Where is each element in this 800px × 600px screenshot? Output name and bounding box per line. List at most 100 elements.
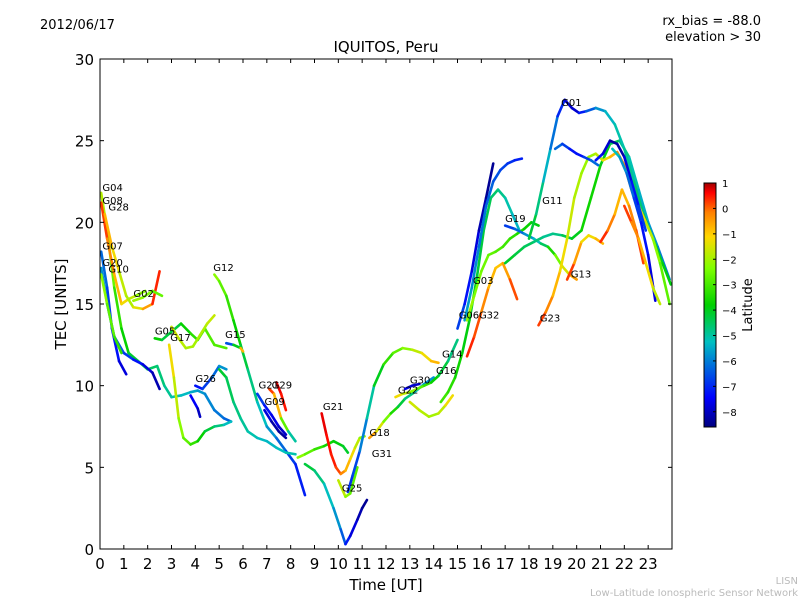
satellite-label: G25 [342, 483, 362, 494]
series-segment [534, 180, 545, 216]
series-segment [346, 474, 354, 494]
series-segment [246, 430, 259, 440]
series-segment [339, 528, 347, 546]
series-segment [286, 430, 297, 443]
satellite-label: G01 [561, 98, 581, 109]
series-segment [472, 270, 483, 298]
series-segment [263, 408, 273, 423]
series-segment [420, 351, 433, 363]
series-segment [217, 364, 228, 371]
series-segment [189, 394, 200, 410]
series-segment [313, 469, 326, 485]
satellite-label: G13 [571, 270, 591, 281]
series-G15b [217, 368, 297, 456]
series-segment [410, 382, 421, 387]
colorbar-tick-label: 1 [722, 179, 728, 190]
x-tick-label: 1 [119, 555, 129, 573]
plot-frame [99, 58, 673, 550]
series-G17b [170, 314, 216, 350]
series-segment [382, 351, 395, 366]
series-G14 [439, 188, 521, 404]
y-tick-label: 5 [84, 459, 94, 477]
series-G25b [337, 466, 359, 499]
series-segment [480, 253, 490, 273]
series-segment [203, 392, 216, 412]
series-segment [599, 229, 609, 244]
series-segment [337, 479, 347, 499]
x-tick-label: 19 [543, 555, 562, 573]
series-segment [232, 319, 242, 347]
x-tick-label: 23 [639, 555, 658, 573]
series-segment [561, 265, 571, 276]
series-segment [556, 98, 567, 118]
series-segment [160, 330, 173, 342]
series-segment [611, 147, 621, 159]
x-tick-label: 20 [567, 555, 586, 573]
series-segment [477, 196, 488, 232]
series-segment [132, 358, 145, 366]
series-segment [105, 237, 116, 276]
series-segment [303, 462, 316, 472]
x-tick-label: 4 [191, 555, 201, 573]
series-segment [358, 417, 369, 453]
series-segment [141, 289, 154, 299]
colorbar-tick-label: −1 [722, 230, 737, 241]
series-segment [341, 444, 350, 454]
series-segment [332, 506, 343, 531]
satellite-label: G12 [213, 263, 233, 274]
satellite-label: G19 [505, 214, 525, 225]
series-segment [453, 351, 464, 379]
x-tick-label: 6 [238, 555, 248, 573]
series-segment [623, 155, 633, 183]
series-segment [575, 152, 586, 159]
series-G18 [296, 439, 350, 459]
series-segment [356, 506, 364, 521]
colorbar-tick-label: −8 [722, 408, 737, 419]
series-segment [551, 232, 564, 237]
series-segment [320, 412, 328, 436]
series-segment [277, 430, 288, 440]
series-G12 [213, 273, 307, 497]
series-segment [170, 325, 180, 340]
series-segment [582, 155, 593, 162]
x-tick-label: 13 [400, 555, 419, 573]
series-G21 [255, 392, 288, 436]
series-G03 [465, 221, 540, 322]
series-segment [134, 289, 147, 298]
x-tick-label: 12 [376, 555, 395, 573]
series-G06 [456, 162, 495, 330]
series-G29b [275, 381, 288, 412]
satellite-label: G10 [108, 265, 128, 276]
series-segment [113, 273, 123, 306]
series-segment [213, 343, 228, 350]
x-tick-label: 11 [353, 555, 372, 573]
x-tick-label: 2 [143, 555, 153, 573]
satellite-label: G09 [264, 397, 284, 408]
series-segment [644, 221, 655, 240]
series-G15 [225, 341, 245, 353]
series-G11b [594, 139, 648, 232]
series-segment [613, 123, 626, 151]
series-segment [351, 449, 362, 477]
series-segment [499, 162, 509, 172]
colorbar-tick-label: −2 [722, 255, 737, 266]
series-segment [132, 305, 145, 311]
series-lines [100, 98, 672, 546]
series-segment [179, 322, 192, 335]
series-segment [194, 384, 204, 391]
series-segment [646, 221, 660, 249]
satellite-label: G11 [542, 196, 562, 207]
series-segment [630, 221, 640, 240]
series-segment [429, 374, 440, 384]
y-tick-label: 10 [75, 378, 94, 396]
series-segment [568, 273, 578, 281]
series-segment [394, 392, 404, 399]
satellite-label: G18 [369, 428, 389, 439]
x-tick-label: 14 [424, 555, 443, 573]
series-segment [313, 444, 326, 451]
colorbar-ticks: 1 0 −1 −2 −3 −4 −5 −6 −7 −8 [713, 179, 737, 419]
series-segment [658, 261, 671, 306]
series-segment [572, 172, 583, 200]
series-G17 [167, 343, 233, 446]
series-segment [172, 376, 180, 420]
